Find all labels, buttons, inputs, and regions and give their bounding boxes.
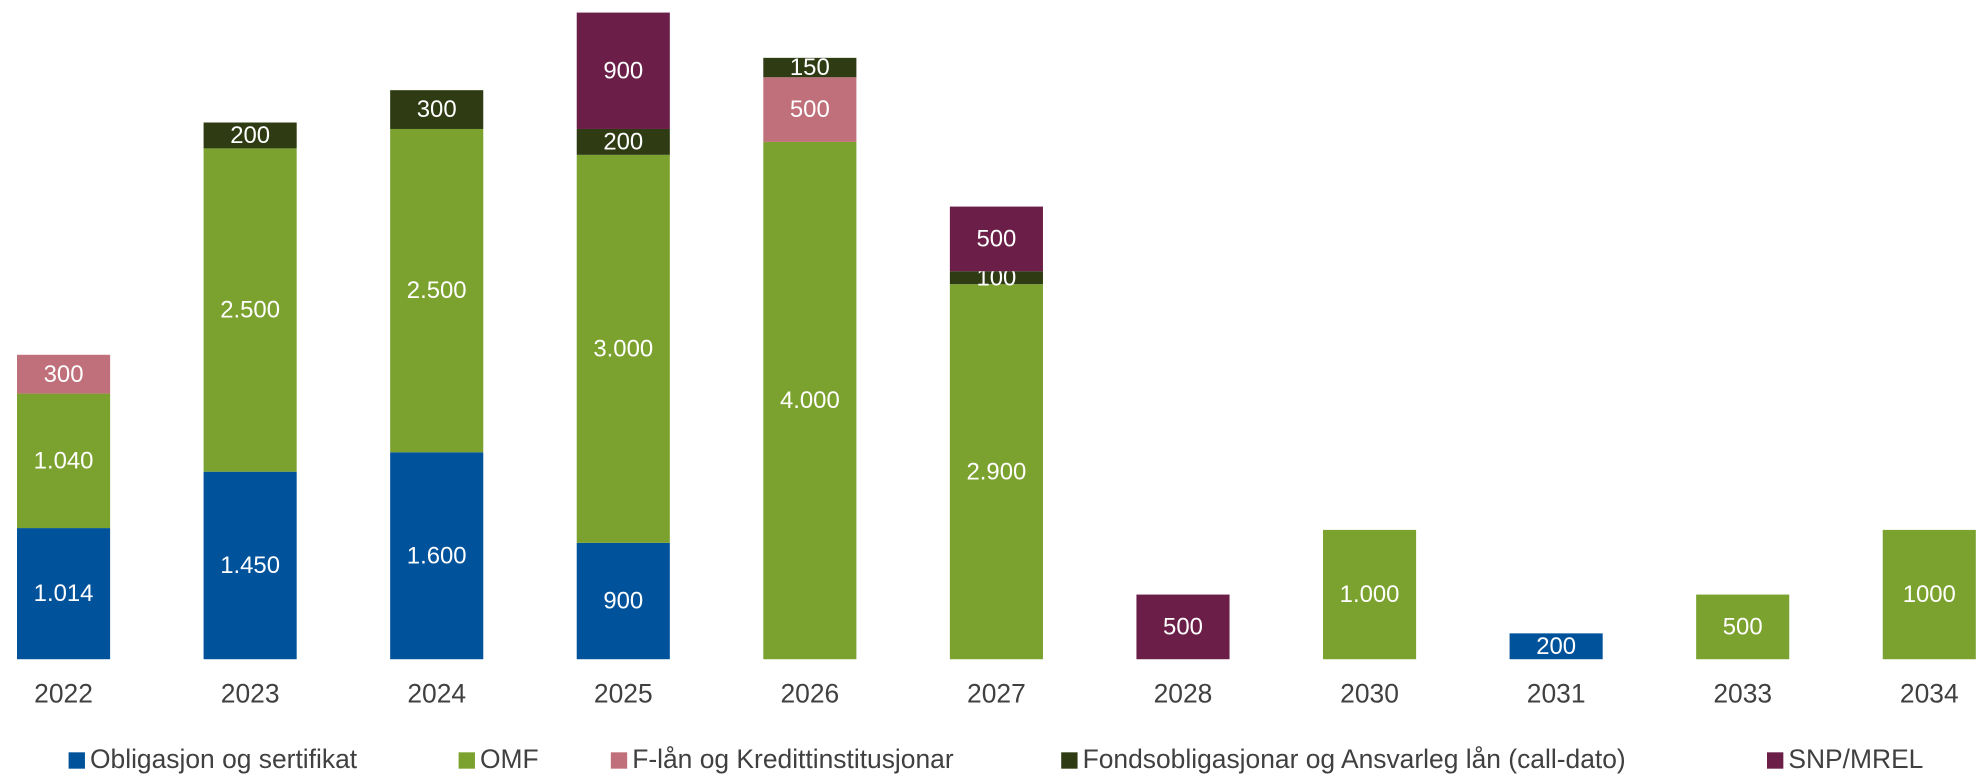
value-label: 1.000	[1340, 581, 1400, 608]
bar-segment	[17, 354, 111, 394]
x-tick-label: 2022	[34, 679, 93, 709]
bar-segment	[763, 141, 857, 660]
legend-swatch	[458, 752, 475, 769]
bar-segment	[949, 271, 1043, 285]
bar-segment	[1136, 594, 1230, 660]
legend-label: SNP/MREL	[1788, 744, 1923, 774]
bar-segment	[390, 90, 484, 129]
x-tick-label: 2023	[221, 679, 280, 709]
x-tick-label: 2028	[1154, 679, 1213, 709]
bar-segment	[1509, 633, 1603, 660]
value-label: 1.450	[220, 552, 280, 579]
bar-segment	[576, 128, 670, 155]
x-tick-label: 2027	[967, 679, 1026, 709]
legend-label: Fondsobligasjonar og Ansvarleg lån (call…	[1083, 744, 1626, 774]
legend-label: F-lån og Kredittinstitusjonar	[632, 744, 954, 774]
value-label: 200	[603, 128, 643, 155]
value-label: 900	[603, 588, 643, 615]
bar-segment	[390, 128, 484, 453]
value-label: 1000	[1903, 581, 1956, 608]
legend-label: Obligasjon og sertifikat	[90, 744, 358, 774]
value-label: 300	[44, 361, 84, 388]
legend-swatch	[610, 752, 628, 769]
bar-segment	[203, 122, 297, 149]
bar-segment	[203, 148, 297, 472]
value-label: 500	[1723, 613, 1763, 640]
legend-swatch	[68, 752, 85, 769]
bar-segment	[576, 542, 670, 660]
value-label: 150	[790, 54, 830, 81]
value-label: 4.000	[780, 387, 840, 414]
legend-swatch	[1766, 752, 1784, 769]
x-tick-label: 2025	[594, 679, 653, 709]
bar-segment	[17, 528, 111, 660]
x-tick-label: 2033	[1713, 679, 1772, 709]
value-label: 2.500	[220, 297, 280, 324]
bar-segment	[17, 393, 111, 529]
bar-segment	[1696, 594, 1790, 660]
value-label: 300	[417, 96, 457, 123]
bar-segment	[576, 12, 670, 129]
bar-segment	[1882, 529, 1976, 660]
value-label: 2.900	[967, 458, 1027, 485]
bar-segment	[949, 206, 1043, 272]
x-tick-label: 2034	[1900, 679, 1959, 709]
value-label: 3.000	[593, 335, 653, 362]
value-label: 1.014	[34, 580, 94, 607]
legend-swatch	[1061, 752, 1078, 769]
bar-segment	[949, 284, 1043, 660]
bar-segment	[763, 77, 857, 142]
value-label: 500	[1163, 613, 1203, 640]
value-label: 1.040	[34, 447, 94, 474]
value-label: 1.600	[407, 542, 467, 569]
bar-segment	[763, 57, 857, 78]
bar-segment	[1323, 529, 1417, 660]
value-label: 900	[603, 57, 643, 84]
value-label: 2.500	[407, 277, 467, 304]
x-tick-label: 2030	[1340, 679, 1399, 709]
bar-segment	[203, 471, 297, 660]
bar-segment	[576, 154, 670, 543]
value-label: 200	[1536, 633, 1576, 660]
value-label: 200	[230, 122, 270, 149]
legend-label: OMF	[480, 744, 539, 774]
value-label: 500	[976, 225, 1016, 252]
x-tick-label: 2024	[407, 679, 466, 709]
x-tick-label: 2031	[1527, 679, 1586, 709]
bar-segment	[390, 452, 484, 660]
value-label: 500	[790, 96, 830, 123]
x-tick-label: 2026	[780, 679, 839, 709]
